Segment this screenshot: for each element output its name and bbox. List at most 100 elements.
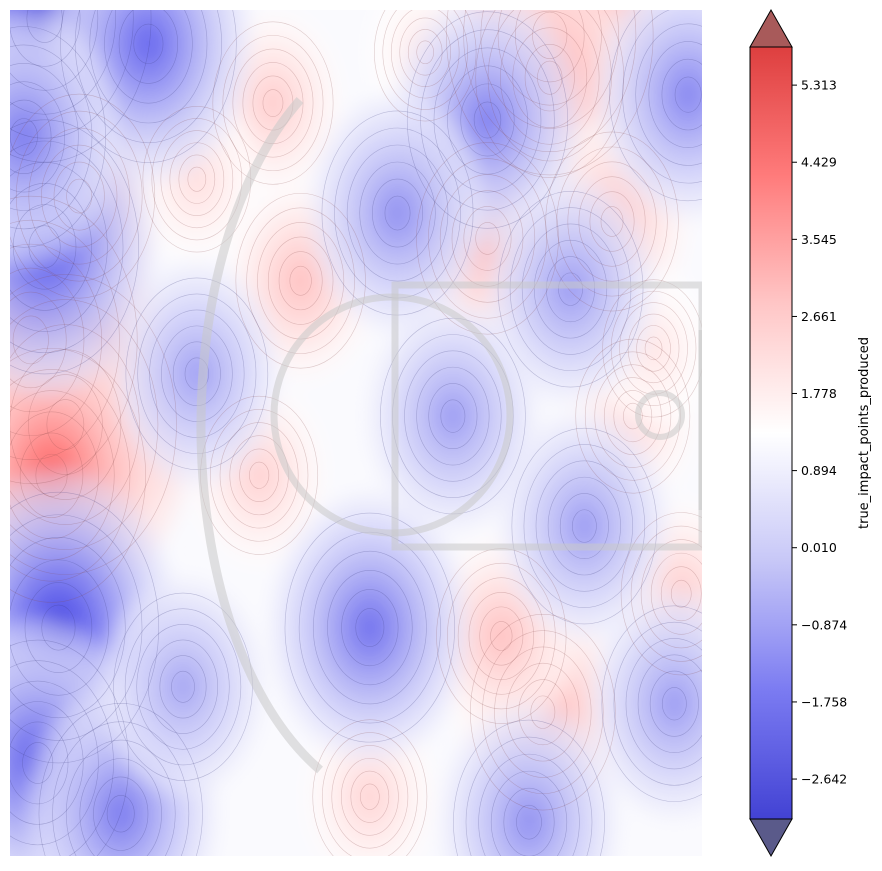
heatmap-contour-ring	[497, 190, 644, 388]
contour-line	[209, 409, 309, 542]
contour-line	[453, 719, 605, 856]
heatmap-contour-ring	[511, 427, 658, 625]
contour-line	[10, 44, 93, 230]
contour-line	[416, 40, 434, 65]
contour-line	[457, 577, 545, 695]
contour-line	[479, 606, 524, 666]
contour-line	[284, 512, 455, 743]
contour-line	[650, 552, 702, 635]
heatmap-contour-ring	[453, 719, 605, 856]
contour-line	[10, 63, 79, 211]
heatmap-contour-blobs	[10, 10, 702, 856]
contour-line	[12, 315, 49, 365]
heatmap-contour-ring	[416, 142, 559, 335]
colorbar-lower-extension	[749, 818, 793, 858]
contour-line	[503, 787, 555, 856]
heatmap-contour-ring	[10, 195, 138, 484]
heatmap-blob	[102, 577, 264, 797]
contour-line	[10, 537, 126, 719]
contour-line	[390, 10, 460, 99]
heatmap-contour-ring	[406, 11, 569, 229]
contour-line	[545, 131, 679, 312]
heatmap-plot-area	[10, 10, 702, 856]
contour-line	[661, 58, 702, 131]
heatmap-contour-ring	[620, 512, 702, 676]
heatmap-blob-level	[262, 89, 283, 117]
contour-line	[327, 570, 413, 686]
heatmap-blob	[10, 10, 120, 266]
contour-line	[136, 624, 230, 750]
contour-line	[440, 399, 466, 433]
contour-line	[637, 654, 702, 753]
contour-line	[559, 493, 609, 559]
heatmap-blob-level	[355, 608, 384, 647]
hoop	[635, 390, 685, 440]
contour-line	[649, 670, 699, 737]
contour-line	[428, 158, 547, 319]
contour-line	[384, 195, 411, 231]
contour-line	[267, 236, 334, 325]
contour-line	[601, 605, 702, 802]
heatmap-blob	[485, 174, 656, 404]
colorbar-body	[749, 46, 793, 820]
heatmap-blob	[589, 589, 702, 818]
heatmap-blob-level	[249, 462, 269, 489]
contour-line	[622, 402, 643, 430]
contour-line	[537, 60, 563, 95]
contour-line	[46, 399, 85, 450]
contour-line	[627, 313, 680, 384]
contour-line	[10, 349, 122, 500]
contour-line	[10, 10, 134, 139]
contour-line	[346, 144, 449, 282]
contour-line	[620, 512, 702, 676]
heatmap-contour-ring	[446, 10, 654, 176]
contour-line	[447, 65, 528, 175]
contour-line	[106, 795, 135, 833]
contour-line	[350, 770, 390, 823]
contour-line	[10, 721, 69, 805]
heatmap-contour-ring	[10, 639, 129, 856]
contour-line	[22, 742, 54, 784]
contour-line	[567, 161, 657, 282]
heatmap-blob-level	[572, 509, 597, 543]
contour-line	[10, 267, 85, 413]
contour-line	[24, 582, 93, 674]
contour-line	[372, 178, 424, 248]
contour-line	[613, 621, 702, 786]
contour-line	[124, 608, 242, 766]
contour-line	[497, 10, 602, 106]
colorbar-tick-label: −2.642	[801, 772, 847, 787]
contour-line	[360, 783, 380, 810]
contour-line	[312, 719, 428, 856]
contour-line	[278, 251, 323, 311]
contour-line	[382, 10, 468, 110]
contour-line	[487, 10, 612, 162]
contour-line	[625, 638, 702, 770]
contour-line	[89, 10, 208, 124]
contour-line	[524, 44, 575, 112]
contour-line	[636, 325, 671, 372]
contour-line	[104, 10, 193, 104]
heatmap-blob-level	[133, 24, 164, 64]
contour-line	[509, 207, 632, 372]
contour-line	[10, 639, 129, 856]
contour-line	[433, 47, 542, 193]
contour-line	[10, 10, 99, 91]
contour-line	[399, 17, 451, 87]
contour-line	[661, 687, 687, 721]
heatmap-contour-ring	[10, 347, 146, 603]
contour-line	[532, 11, 568, 59]
heatmap-blob-level	[171, 671, 195, 703]
contour-line	[494, 646, 592, 778]
contour-line	[578, 176, 646, 267]
contour-line	[35, 453, 68, 497]
colorbar-tick-label: 2.661	[801, 309, 837, 324]
contour-line	[518, 679, 568, 746]
colorbar-tick-label: 0.894	[801, 463, 837, 478]
contour-line	[10, 81, 66, 193]
contour-line	[355, 608, 385, 647]
contour-line	[547, 476, 621, 576]
contour-line	[93, 776, 149, 851]
contour-line	[169, 142, 225, 216]
